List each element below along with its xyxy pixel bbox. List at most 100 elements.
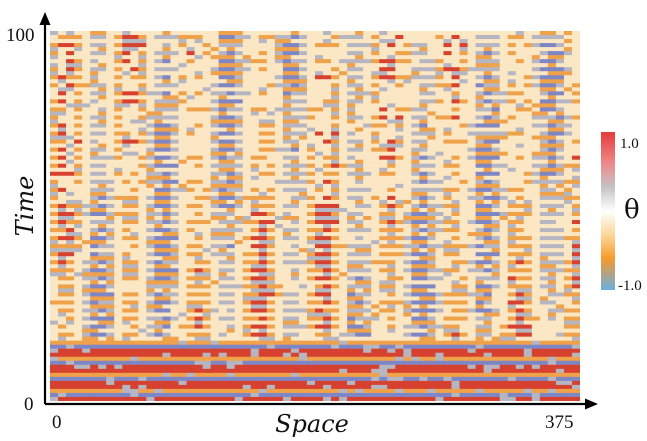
- heatmap-cell: [290, 83, 300, 88]
- heatmap-cell: [435, 296, 444, 301]
- heatmap-cell: [331, 43, 340, 48]
- heatmap-cell: [563, 236, 573, 241]
- heatmap-cell: [106, 199, 115, 205]
- heatmap-cell: [250, 191, 260, 197]
- heatmap-cell: [186, 216, 195, 221]
- heatmap-cell: [138, 103, 147, 108]
- heatmap-cell: [122, 256, 131, 261]
- heatmap-cell: [499, 203, 509, 209]
- heatmap-cell: [90, 332, 99, 338]
- heatmap-cell: [194, 103, 203, 108]
- heatmap-cell: [571, 115, 580, 120]
- heatmap-cell: [306, 191, 316, 197]
- heatmap-cell: [282, 147, 292, 153]
- heatmap-cell: [467, 55, 477, 60]
- heatmap-cell: [379, 123, 388, 128]
- heatmap-cell: [563, 147, 573, 153]
- heatmap-cell: [274, 211, 284, 217]
- heatmap-cell: [347, 95, 356, 100]
- heatmap-cell: [226, 99, 236, 104]
- heatmap-cell: [290, 288, 300, 293]
- heatmap-cell: [170, 59, 179, 64]
- heatmap-cell: [435, 232, 444, 237]
- heatmap-cell: [146, 167, 155, 173]
- heatmap-cell: [90, 103, 99, 108]
- heatmap-cell: [58, 47, 67, 52]
- heatmap-cell: [475, 264, 485, 269]
- heatmap-cell: [387, 91, 396, 96]
- heatmap-cell: [419, 272, 428, 277]
- heatmap-cell: [274, 55, 284, 60]
- heatmap-cell: [331, 151, 340, 157]
- heatmap-cell: [50, 288, 59, 293]
- heatmap-cell: [371, 47, 380, 52]
- heatmap-cell: [186, 288, 195, 293]
- heatmap-cell: [218, 75, 228, 80]
- heatmap-cell: [323, 207, 332, 213]
- heatmap-cell: [315, 51, 324, 56]
- heatmap-cell: [507, 236, 517, 241]
- heatmap-cell: [298, 183, 308, 189]
- heatmap-cell: [90, 316, 99, 321]
- heatmap-cell: [531, 216, 541, 221]
- heatmap-cell: [218, 224, 228, 229]
- heatmap-cell: [138, 95, 147, 100]
- heatmap-cell: [419, 195, 428, 201]
- heatmap-cell: [571, 167, 580, 173]
- heatmap-cell: [515, 43, 525, 48]
- heatmap-cell: [531, 35, 541, 40]
- heatmap-cell: [290, 163, 300, 169]
- heatmap-cell: [395, 59, 404, 64]
- heatmap-cell: [547, 75, 557, 80]
- heatmap-cell: [66, 328, 75, 334]
- heatmap-cell: [282, 216, 292, 221]
- heatmap-cell: [491, 207, 501, 213]
- heatmap-cell: [315, 256, 324, 261]
- heatmap-cell: [515, 252, 525, 257]
- heatmap-cell: [531, 83, 541, 88]
- heatmap-cell: [202, 216, 212, 221]
- heatmap-cell: [571, 296, 580, 301]
- heatmap-cell: [363, 35, 372, 40]
- heatmap-cell: [258, 288, 268, 293]
- heatmap-cell: [146, 300, 155, 305]
- heatmap-cell: [114, 115, 123, 120]
- heatmap-cell: [218, 288, 228, 293]
- heatmap-cell: [122, 67, 131, 72]
- heatmap-cell: [411, 35, 420, 40]
- heatmap-cell: [178, 71, 187, 76]
- heatmap-cell: [282, 248, 292, 253]
- heatmap-cell: [58, 195, 67, 201]
- heatmap-cell: [539, 31, 549, 36]
- heatmap-cell: [395, 39, 404, 44]
- heatmap-cell: [138, 171, 147, 177]
- heatmap-cell: [130, 240, 139, 245]
- heatmap-cell: [395, 83, 404, 88]
- heatmap-cell: [146, 264, 155, 269]
- heatmap-cell: [98, 179, 107, 185]
- heatmap-cell: [379, 252, 388, 257]
- heatmap-cell: [74, 51, 83, 56]
- heatmap-cell: [186, 248, 195, 253]
- heatmap-cell: [290, 236, 300, 241]
- heatmap-cell: [451, 260, 460, 265]
- heatmap-cell: [122, 191, 131, 197]
- heatmap-cell: [403, 220, 412, 225]
- heatmap-cell: [483, 159, 493, 165]
- heatmap-cell: [539, 304, 549, 309]
- heatmap-cell: [355, 272, 364, 277]
- heatmap-cell: [499, 228, 509, 233]
- heatmap-cell: [403, 324, 412, 330]
- heatmap-cell: [467, 207, 477, 213]
- heatmap-cell: [194, 139, 203, 145]
- heatmap-cell: [218, 328, 228, 334]
- heatmap-cell: [202, 220, 212, 225]
- heatmap-cell: [210, 143, 220, 149]
- heatmap-cell: [475, 256, 485, 261]
- heatmap-cell: [323, 179, 332, 185]
- heatmap-cell: [90, 59, 99, 64]
- heatmap-cell: [162, 248, 171, 253]
- heatmap-cell: [531, 207, 541, 213]
- heatmap-cell: [138, 107, 147, 112]
- heatmap-cell: [547, 296, 557, 301]
